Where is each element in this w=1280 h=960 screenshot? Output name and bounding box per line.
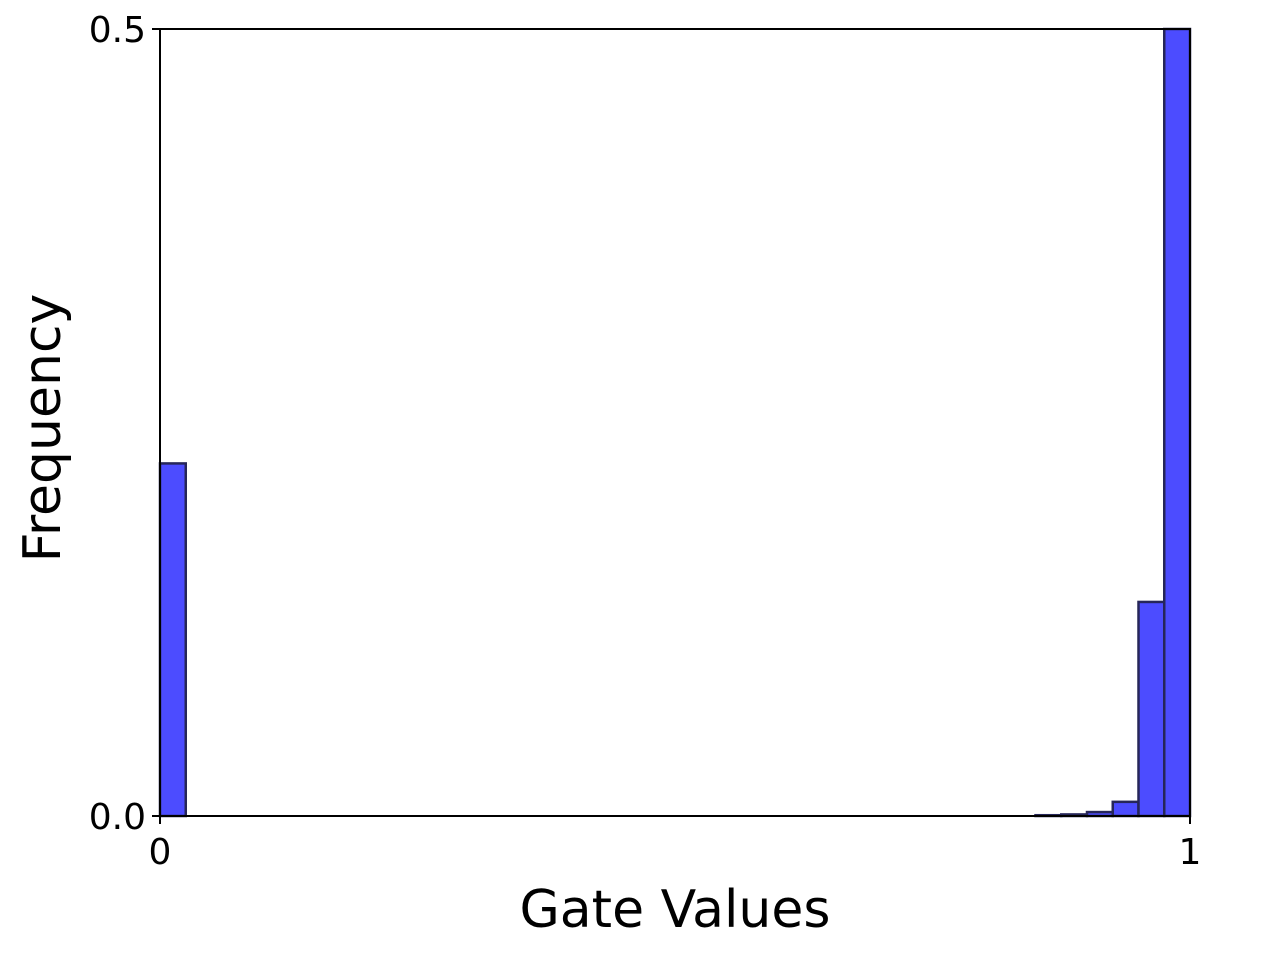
x-axis-label: Gate Values xyxy=(520,880,831,940)
histogram-bar-5 xyxy=(1137,600,1166,818)
histogram-bar-4 xyxy=(1111,800,1140,818)
plot-frame xyxy=(159,28,1191,817)
y-axis-label: Frequency xyxy=(13,294,73,563)
y-tick-label-1: 0.5 xyxy=(89,10,146,51)
histogram-bar-6 xyxy=(1163,27,1192,818)
x-tick-label-0: 0 xyxy=(149,832,172,873)
y-tick-label-0: 0.0 xyxy=(89,797,146,838)
x-tick-label-1: 1 xyxy=(1179,832,1202,873)
histogram-bars xyxy=(158,27,1192,818)
histogram-bar-0 xyxy=(158,462,187,818)
axis-ticks: 0 1 0.0 0.5 xyxy=(89,10,1202,873)
